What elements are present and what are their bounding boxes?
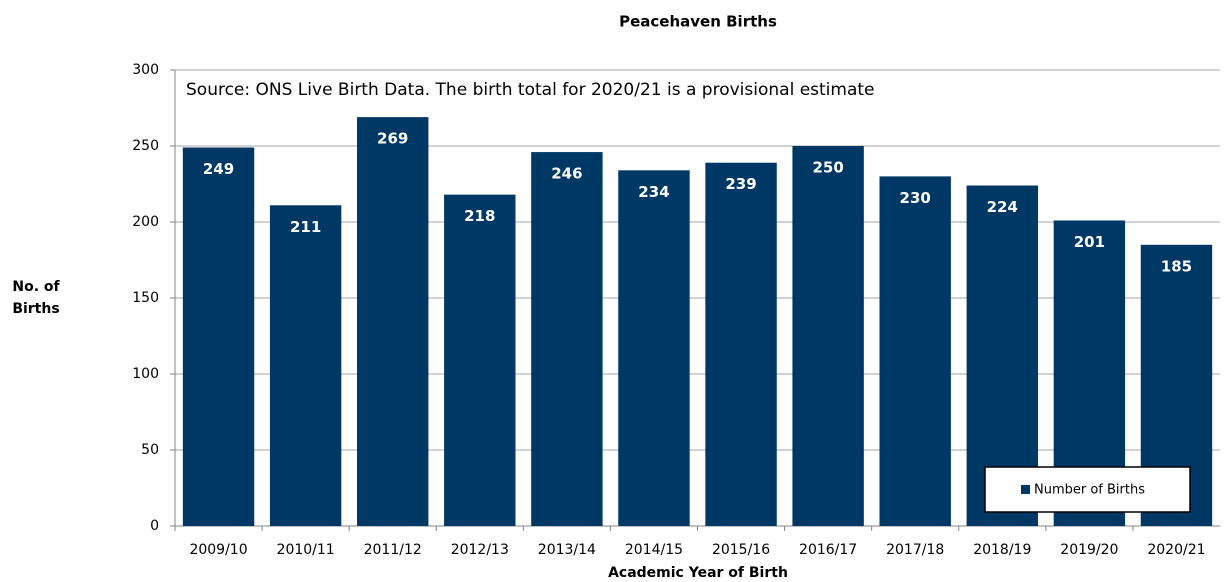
bar — [705, 162, 777, 526]
x-tick-label: 2016/17 — [799, 542, 857, 558]
legend-box — [984, 466, 1191, 513]
bar — [269, 205, 342, 526]
legend-label: Number of Births — [1034, 483, 1145, 498]
data-label: 201 — [1074, 233, 1105, 251]
data-label: 224 — [987, 198, 1018, 216]
legend-swatch — [1021, 485, 1030, 494]
x-tick-label: 2013/14 — [538, 542, 596, 558]
x-tick-label: 2010/11 — [277, 542, 335, 558]
y-tick-label: 50 — [141, 442, 159, 458]
x-tick-label: 2015/16 — [712, 542, 770, 558]
x-tick-label: 2019/20 — [1060, 542, 1118, 558]
data-label: 239 — [725, 175, 756, 193]
x-tick-label: 2014/15 — [625, 542, 683, 558]
y-tick-label: 150 — [132, 290, 159, 306]
data-label: 218 — [464, 207, 495, 225]
y-axis-label: No. of — [12, 279, 60, 295]
y-tick-label: 250 — [132, 138, 159, 154]
y-axis-label: Births — [12, 301, 59, 317]
data-label: 234 — [638, 183, 669, 201]
bar — [444, 194, 516, 526]
bar — [182, 147, 255, 526]
bar — [792, 146, 864, 526]
chart-title: Peacehaven Births — [619, 13, 777, 31]
y-tick-label: 200 — [132, 214, 159, 230]
bar — [618, 170, 690, 526]
data-label: 249 — [203, 160, 234, 178]
y-tick-label: 0 — [150, 518, 159, 534]
y-tick-label: 300 — [132, 62, 159, 78]
bar — [357, 117, 429, 527]
x-tick-label: 2018/19 — [973, 542, 1031, 558]
bar — [531, 152, 603, 526]
x-tick-label: 2020/21 — [1147, 542, 1205, 558]
data-label: 230 — [900, 189, 931, 207]
x-tick-label: 2011/12 — [364, 542, 422, 558]
data-label: 250 — [812, 159, 843, 177]
x-tick-label: 2009/10 — [189, 542, 247, 558]
annotation: Source: ONS Live Birth Data. The birth t… — [186, 80, 875, 100]
bar — [879, 176, 951, 526]
data-label: 185 — [1161, 257, 1192, 275]
data-label: 269 — [377, 130, 408, 148]
x-axis-label: Academic Year of Birth — [608, 565, 788, 581]
data-label: 211 — [290, 218, 321, 236]
x-tick-label: 2017/18 — [886, 542, 944, 558]
y-tick-label: 100 — [132, 366, 159, 382]
x-tick-label: 2012/13 — [451, 542, 509, 558]
data-label: 246 — [551, 165, 582, 183]
